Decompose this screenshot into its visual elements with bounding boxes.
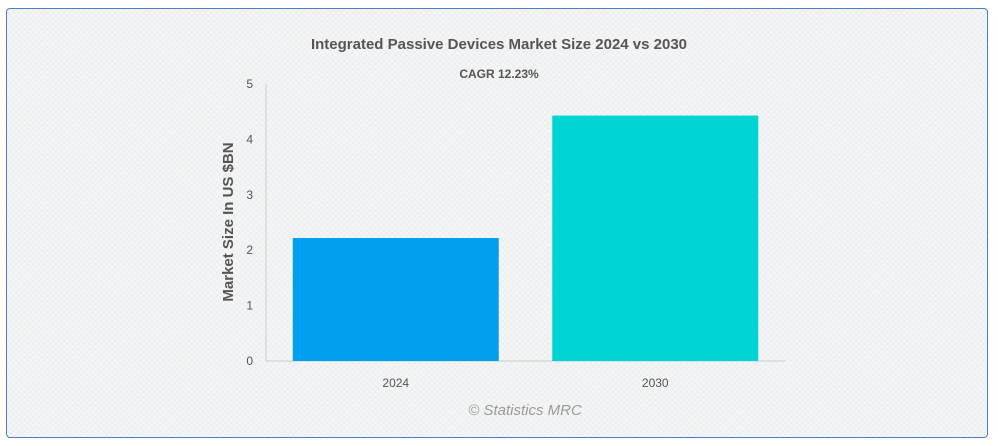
credit-text: © Statistics MRC <box>468 402 582 419</box>
y-tick-label: 3 <box>246 188 253 202</box>
y-tick-label: 4 <box>246 132 253 146</box>
y-tick-label: 2 <box>246 243 253 257</box>
y-tick-label: 5 <box>246 77 253 91</box>
bar-2024[interactable] <box>292 238 499 361</box>
y-tick-label: 1 <box>246 299 253 313</box>
x-tick-label: 2024 <box>382 376 409 390</box>
y-tick-label: 0 <box>246 354 253 368</box>
bar-2030[interactable] <box>552 115 759 361</box>
chart-card <box>6 8 988 438</box>
chart-title: Integrated Passive Devices Market Size 2… <box>311 36 687 53</box>
bars <box>292 115 759 361</box>
x-tick-label: 2030 <box>642 376 669 390</box>
y-axis-ticks: 0 1 2 3 4 5 <box>246 77 253 368</box>
y-axis-label: Market Size In US $BN <box>220 142 237 301</box>
chart-subtitle: CAGR 12.23% <box>459 67 539 81</box>
x-axis-ticks: 2024 2030 <box>382 376 669 390</box>
